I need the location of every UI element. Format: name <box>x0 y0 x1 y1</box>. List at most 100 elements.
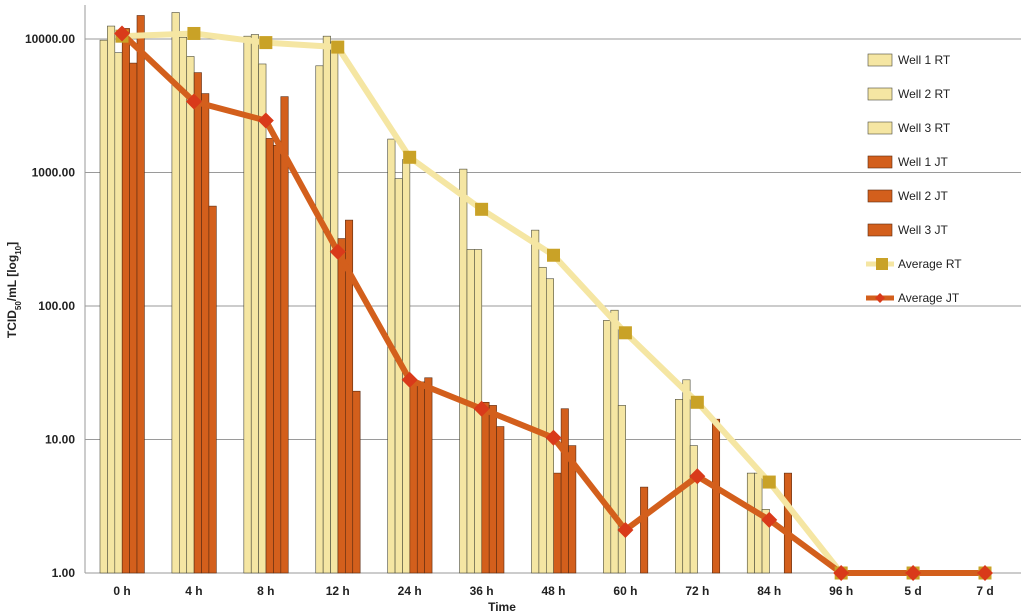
x-tick-label: 12 h <box>326 584 350 598</box>
y-tick-label: 1.00 <box>52 566 76 580</box>
bar-well-1-jt <box>265 138 274 574</box>
x-tick-label: 96 h <box>829 584 853 598</box>
bar-well-1-jt <box>409 379 418 574</box>
x-tick-label: 0 h <box>113 584 130 598</box>
bar-well-3-rt <box>689 445 698 574</box>
marker-average-jt <box>761 511 778 528</box>
bar-well-1-rt <box>99 39 108 574</box>
bar-well-3-jt <box>280 96 289 574</box>
bar-well-1-rt <box>746 472 755 574</box>
bar-well-3-jt <box>352 390 361 574</box>
x-tick-label: 60 h <box>613 584 637 598</box>
y-tick-label: 10.00 <box>45 433 75 447</box>
x-axis-title: Time <box>488 600 516 613</box>
legend-label: Well 2 RT <box>898 87 951 101</box>
marker-average-rt <box>259 36 273 50</box>
bar-well-1-jt <box>193 72 202 574</box>
marker-average-rt <box>403 150 417 164</box>
marker-average-jt <box>257 112 274 129</box>
marker-average-rt <box>331 40 345 54</box>
marker-average-jt <box>833 565 850 581</box>
legend-label: Well 3 RT <box>898 121 951 135</box>
x-tick-label: 48 h <box>541 584 565 598</box>
legend: Well 1 RT Well 2 RT Well 3 RT Well 1 JT Well… <box>866 53 962 305</box>
bar-well-3-rt <box>258 63 267 574</box>
x-tick-label: 5 d <box>904 584 921 598</box>
bar-well-3-jt <box>136 15 145 574</box>
bar-well-3-rt <box>186 56 195 574</box>
marker-average-jt <box>905 565 922 581</box>
bar-well-2-rt <box>322 35 331 574</box>
legend-marker <box>876 258 888 270</box>
x-tick-label: 4 h <box>185 584 202 598</box>
marker-average-rt <box>547 248 560 262</box>
legend-label: Well 1 JT <box>898 155 948 169</box>
marker-average-jt <box>689 468 706 485</box>
bar-well-3-rt <box>761 509 770 574</box>
legend-swatch <box>867 121 893 135</box>
y-axis-title: TCID50/mL [log10] <box>5 242 23 338</box>
y-axis-ticks: 1.00 10.00 100.00 1000.00 10000.00 <box>25 32 75 580</box>
average-lines <box>114 25 993 581</box>
bar-well-1-jt <box>121 28 130 574</box>
x-tick-label: 84 h <box>757 584 781 598</box>
x-tick-label: 7 d <box>976 584 993 598</box>
marker-average-jt <box>401 371 418 388</box>
marker-average-jt <box>185 93 202 110</box>
marker-average-jt <box>329 243 346 260</box>
bar-well-2-jt <box>273 144 282 574</box>
bar-well-1-rt <box>603 320 612 574</box>
bar-well-2-jt <box>488 405 497 574</box>
x-tick-label: 24 h <box>398 584 422 598</box>
marker-average-jt <box>617 521 634 538</box>
marker-average-jt <box>473 400 490 417</box>
bar-well-3-rt <box>545 278 554 574</box>
bar-well-1-rt <box>531 229 540 574</box>
marker-average-jt <box>114 25 130 42</box>
bar-well-2-jt <box>129 62 138 574</box>
marker-average-rt <box>187 26 201 40</box>
bar-well-2-rt <box>610 309 619 574</box>
bar-well-2-jt <box>201 93 210 574</box>
y-tick-label: 1000.00 <box>32 166 76 180</box>
legend-label: Average RT <box>898 257 962 271</box>
bar-well-3-jt <box>424 377 433 574</box>
x-axis-ticks: 0 h 4 h 8 h 12 h 24 h 36 h 48 h 60 h 72 h 84 h 96 … <box>113 584 993 598</box>
bar-well-2-rt <box>466 249 475 574</box>
legend-swatch <box>867 223 893 237</box>
legend-swatch <box>867 87 893 101</box>
bar-well-1-jt <box>553 472 562 574</box>
marker-average-rt <box>475 202 489 216</box>
legend-swatch <box>867 53 893 67</box>
bar-well-1-rt <box>171 12 180 574</box>
y-tick-label: 10000.00 <box>25 32 75 46</box>
legend-marker <box>875 293 885 303</box>
bar-well-2-rt <box>107 25 116 574</box>
bar-well-3-jt <box>568 445 577 574</box>
bar-well-1-rt <box>315 65 324 574</box>
bar-well-2-rt <box>754 472 763 574</box>
bar-well-3-rt <box>617 405 626 574</box>
bar-well-3-rt <box>114 52 123 574</box>
bar-well-3-jt <box>640 486 649 574</box>
bar-well-2-rt <box>179 36 188 574</box>
bar-well-2-rt <box>538 266 547 574</box>
bar-well-1-jt <box>337 238 346 574</box>
legend-label: Average JT <box>898 291 960 305</box>
marker-average-rt <box>618 326 632 340</box>
bar-well-2-rt <box>394 178 403 574</box>
marker-average-rt <box>690 395 704 409</box>
x-tick-label: 72 h <box>685 584 709 598</box>
bar-well-2-jt <box>560 408 569 574</box>
legend-label: Well 2 JT <box>898 189 948 203</box>
bar-well-3-jt <box>208 205 217 574</box>
marker-average-rt <box>762 475 776 489</box>
bar-well-3-rt <box>330 41 339 574</box>
bar-series <box>99 12 792 574</box>
x-tick-label: 8 h <box>257 584 274 598</box>
bar-well-3-jt <box>496 426 505 574</box>
y-tick-label: 100.00 <box>38 299 75 313</box>
marker-average-jt <box>545 429 562 446</box>
bar-well-2-jt <box>416 381 425 574</box>
